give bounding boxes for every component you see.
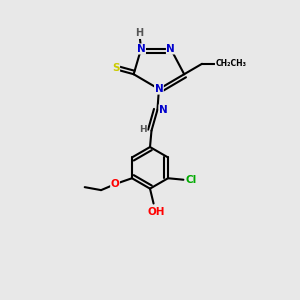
Text: N: N [167, 44, 175, 54]
Text: Cl: Cl [185, 175, 197, 185]
Text: OH: OH [147, 206, 165, 217]
Text: H: H [136, 28, 144, 38]
Text: N: N [159, 105, 168, 115]
Text: H: H [140, 125, 147, 134]
Text: CH₂CH₃: CH₂CH₃ [215, 59, 246, 68]
Text: O: O [111, 178, 119, 189]
Text: N: N [137, 44, 146, 54]
Text: N: N [154, 84, 163, 94]
Text: S: S [112, 63, 120, 73]
